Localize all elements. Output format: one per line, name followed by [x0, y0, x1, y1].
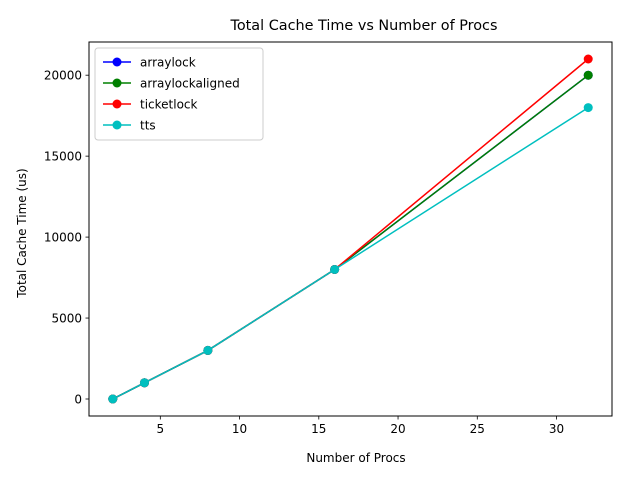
y-tick-label: 20000 [44, 69, 82, 83]
chart-title: Total Cache Time vs Number of Procs [230, 18, 498, 34]
x-axis-label: Number of Procs [306, 451, 405, 465]
x-tick-label: 5 [156, 422, 164, 436]
x-tick-label: 25 [470, 422, 485, 436]
legend-label: ticketlock [140, 98, 198, 112]
x-tick-label: 15 [311, 422, 326, 436]
data-point-tts [330, 264, 340, 274]
legend-label: arraylock [140, 56, 196, 70]
y-tick-label: 0 [74, 393, 82, 407]
legend-swatch-marker [112, 57, 122, 67]
legend-swatch-marker [112, 99, 122, 109]
plot-frame [88, 41, 613, 417]
legend-swatch-marker [112, 78, 122, 88]
legend-swatch-marker [112, 120, 122, 130]
y-tick-label: 5000 [51, 312, 82, 326]
x-tick-label: 20 [390, 422, 405, 436]
x-tick-label: 10 [232, 422, 247, 436]
legend-label: tts [140, 119, 156, 133]
legend-box [94, 47, 264, 141]
legend: arraylock arraylockaligned ticketlock tts [94, 47, 264, 141]
legend-label: arraylockaligned [140, 77, 240, 91]
y-tick-label: 15000 [44, 150, 82, 164]
x-tick-label: 30 [549, 422, 564, 436]
y-axis-ticks: 0 5000 10000 15000 20000 [44, 69, 89, 407]
data-point-arraylockaligned [583, 70, 593, 80]
data-point-tts [203, 345, 213, 355]
data-point-tts [139, 378, 149, 388]
data-point-tts [583, 103, 593, 113]
plot-area [108, 54, 593, 404]
y-axis-label: Total Cache Time (us) [15, 168, 29, 298]
x-axis-ticks: 5 10 15 20 25 30 [156, 416, 564, 436]
y-tick-label: 10000 [44, 231, 82, 245]
data-point-tts [108, 394, 118, 404]
data-point-ticketlock [583, 54, 593, 64]
